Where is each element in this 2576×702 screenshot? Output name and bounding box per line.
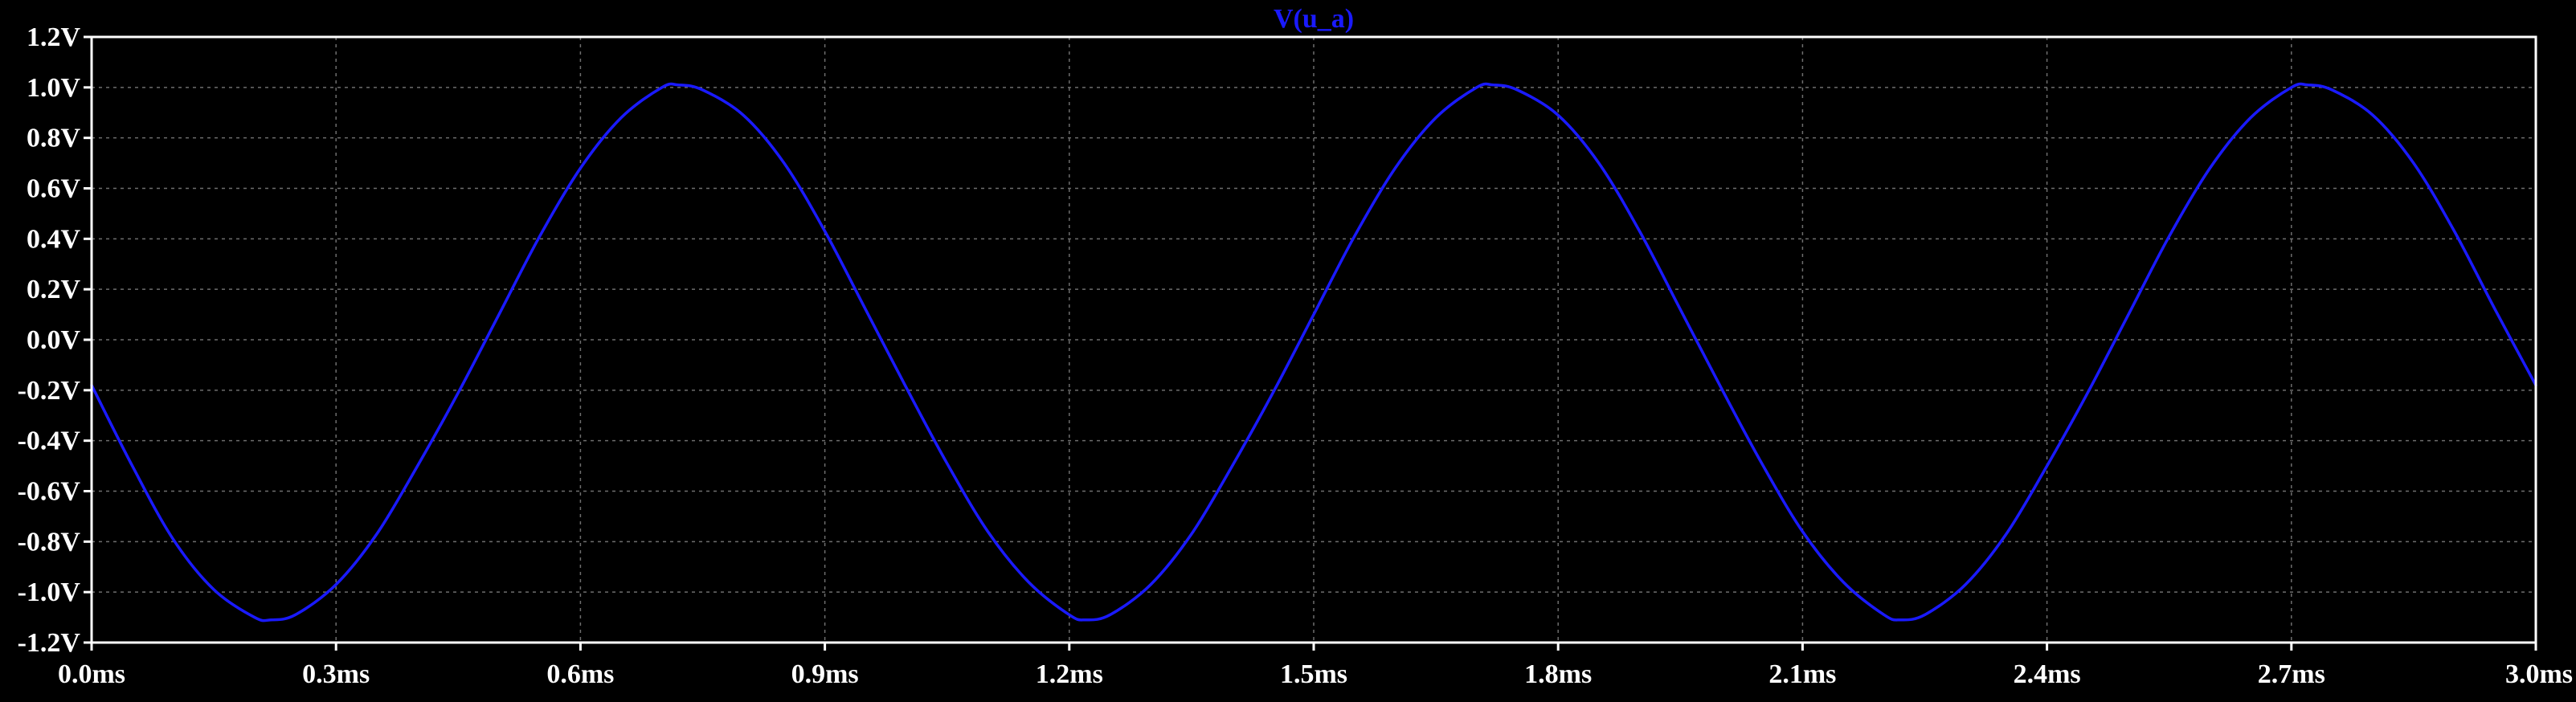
y-axis-ticks: 1.2V 1.0V 0.8V 0.6V 0.4V 0.2V 0.0V -0.2V -0.4V -0… <box>18 22 92 658</box>
x-tick-label: 1.2ms <box>1036 659 1103 689</box>
trace-name-label[interactable]: V(u_a) <box>1274 4 1354 34</box>
x-axis-ticks: 0.0ms 0.3ms 0.6ms 0.9ms 1.2ms 1.5ms 1.8ms 2.1ms… <box>58 643 2573 689</box>
y-tick-label: 0.8V <box>27 124 81 153</box>
y-tick-label: -0.2V <box>18 376 81 406</box>
series-line-0 <box>90 82 2537 622</box>
y-tick-label: -0.4V <box>18 427 81 456</box>
y-tick-label: -1.2V <box>18 628 81 658</box>
x-tick-label: 0.6ms <box>546 659 614 689</box>
x-tick-label: 3.0ms <box>2505 659 2573 689</box>
y-tick-label: 0.0V <box>27 325 81 355</box>
x-tick-label: 0.0ms <box>58 659 125 689</box>
y-tick-label: -0.6V <box>18 477 81 507</box>
y-tick-label: 1.2V <box>27 22 81 52</box>
x-tick-label: 0.3ms <box>302 659 370 689</box>
x-tick-label: 2.1ms <box>1768 659 1836 689</box>
x-tick-label: 0.9ms <box>791 659 859 689</box>
x-tick-label: 2.7ms <box>2258 659 2325 689</box>
x-tick-label: 2.4ms <box>2014 659 2081 689</box>
x-tick-label: 1.5ms <box>1280 659 1347 689</box>
y-tick-label: 0.6V <box>27 174 81 204</box>
series-layer <box>90 82 2537 622</box>
y-tick-label: -0.8V <box>18 527 81 557</box>
y-tick-label: 0.4V <box>27 224 81 254</box>
x-tick-label: 1.8ms <box>1524 659 1592 689</box>
y-tick-label: 0.2V <box>27 275 81 304</box>
grid <box>92 37 2536 643</box>
y-tick-label: 1.0V <box>27 73 81 103</box>
y-tick-label: -1.0V <box>18 578 81 607</box>
